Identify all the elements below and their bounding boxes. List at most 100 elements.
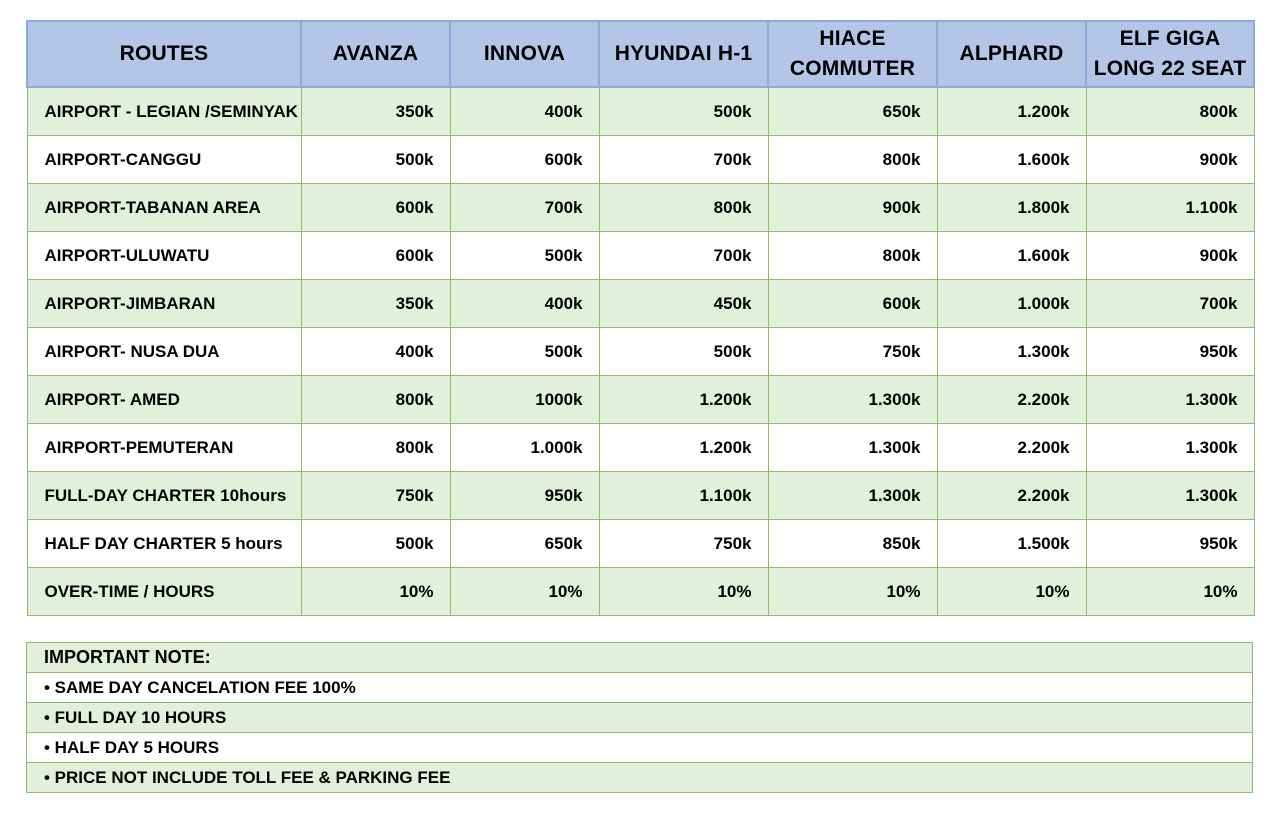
price-cell: 400k (449, 279, 600, 328)
price-cell: 600k (449, 135, 600, 184)
price-cell: 750k (598, 519, 769, 568)
price-cell: 1.000k (936, 279, 1087, 328)
price-cell: 1.600k (936, 135, 1087, 184)
price-cell: 350k (300, 86, 451, 136)
price-cell: 1.800k (936, 183, 1087, 232)
route-cell: AIRPORT- AMED (26, 375, 302, 424)
price-cell: 700k (598, 231, 769, 280)
note-item: • PRICE NOT INCLUDE TOLL FEE & PARKING F… (26, 762, 1253, 793)
price-cell: 2.200k (936, 471, 1087, 520)
note-item-text: • FULL DAY 10 HOURS (26, 702, 1253, 733)
price-cell: 10% (936, 567, 1087, 616)
note-item-text: • HALF DAY 5 HOURS (26, 732, 1253, 763)
price-cell: 1.200k (936, 86, 1087, 136)
price-cell: 750k (300, 471, 451, 520)
price-cell: 500k (300, 135, 451, 184)
price-cell: 1.000k (449, 423, 600, 472)
note-title: IMPORTANT NOTE: (26, 642, 1253, 673)
table-row: AIRPORT-ULUWATU 600k 500k 700k 800k 1.60… (26, 231, 1255, 280)
price-cell: 900k (767, 183, 938, 232)
price-cell: 950k (449, 471, 600, 520)
header-row: ROUTES AVANZA INNOVA HYUNDAI H-1 HIACE C… (26, 20, 1255, 88)
note-item: • HALF DAY 5 HOURS (26, 732, 1253, 763)
table-row: AIRPORT-TABANAN AREA 600k 700k 800k 900k… (26, 183, 1255, 232)
price-cell: 500k (598, 327, 769, 376)
price-cell: 400k (300, 327, 451, 376)
header-hiace-commuter: HIACE COMMUTER (767, 20, 938, 88)
price-cell: 800k (300, 423, 451, 472)
price-cell: 350k (300, 279, 451, 328)
route-cell: OVER-TIME / HOURS (26, 567, 302, 616)
price-table-body: AIRPORT - LEGIAN /SEMINYAK 350k 400k 500… (26, 86, 1255, 616)
price-cell: 500k (449, 327, 600, 376)
route-cell: FULL-DAY CHARTER 10hours (26, 471, 302, 520)
table-row: AIRPORT- AMED 800k 1000k 1.200k 1.300k 2… (26, 375, 1255, 424)
price-cell: 900k (1085, 135, 1255, 184)
header-alphard: ALPHARD (936, 20, 1087, 88)
price-cell: 1.300k (1085, 471, 1255, 520)
route-cell: AIRPORT - LEGIAN /SEMINYAK (26, 86, 302, 136)
price-cell: 1.300k (936, 327, 1087, 376)
route-cell: HALF DAY CHARTER 5 hours (26, 519, 302, 568)
route-cell: AIRPORT-PEMUTERAN (26, 423, 302, 472)
price-cell: 450k (598, 279, 769, 328)
price-cell: 600k (300, 183, 451, 232)
price-cell: 800k (1085, 86, 1255, 136)
table-row: OVER-TIME / HOURS 10% 10% 10% 10% 10% 10… (26, 567, 1255, 616)
table-row: AIRPORT- NUSA DUA 400k 500k 500k 750k 1.… (26, 327, 1255, 376)
route-cell: AIRPORT-TABANAN AREA (26, 183, 302, 232)
table-row: HALF DAY CHARTER 5 hours 500k 650k 750k … (26, 519, 1255, 568)
price-cell: 600k (767, 279, 938, 328)
price-cell: 850k (767, 519, 938, 568)
price-cell: 10% (767, 567, 938, 616)
price-cell: 500k (300, 519, 451, 568)
price-cell: 700k (1085, 279, 1255, 328)
note-item: • SAME DAY CANCELATION FEE 100% (26, 672, 1253, 703)
price-cell: 1.300k (767, 423, 938, 472)
header-innova: INNOVA (449, 20, 600, 88)
header-hyundai-h1: HYUNDAI H-1 (598, 20, 769, 88)
price-cell: 1.300k (767, 375, 938, 424)
route-cell: AIRPORT-CANGGU (26, 135, 302, 184)
price-cell: 650k (767, 86, 938, 136)
price-cell: 10% (449, 567, 600, 616)
price-cell: 750k (767, 327, 938, 376)
price-cell: 1.500k (936, 519, 1087, 568)
table-row: AIRPORT-PEMUTERAN 800k 1.000k 1.200k 1.3… (26, 423, 1255, 472)
price-cell: 500k (598, 86, 769, 136)
price-cell: 900k (1085, 231, 1255, 280)
price-cell: 10% (300, 567, 451, 616)
price-cell: 950k (1085, 519, 1255, 568)
table-row: AIRPORT-CANGGU 500k 600k 700k 800k 1.600… (26, 135, 1255, 184)
price-table: ROUTES AVANZA INNOVA HYUNDAI H-1 HIACE C… (26, 20, 1255, 616)
price-table-header: ROUTES AVANZA INNOVA HYUNDAI H-1 HIACE C… (26, 20, 1255, 88)
table-row: FULL-DAY CHARTER 10hours 750k 950k 1.100… (26, 471, 1255, 520)
price-cell: 1.100k (598, 471, 769, 520)
route-cell: AIRPORT-ULUWATU (26, 231, 302, 280)
price-cell: 1.300k (767, 471, 938, 520)
route-cell: AIRPORT-JIMBARAN (26, 279, 302, 328)
price-cell: 1.200k (598, 423, 769, 472)
header-routes: ROUTES (26, 20, 302, 88)
price-cell: 600k (300, 231, 451, 280)
header-elf-giga: ELF GIGA LONG 22 SEAT (1085, 20, 1255, 88)
price-cell: 10% (1085, 567, 1255, 616)
price-cell: 950k (1085, 327, 1255, 376)
note-title-row: IMPORTANT NOTE: (26, 642, 1253, 673)
price-cell: 400k (449, 86, 600, 136)
price-cell: 700k (598, 135, 769, 184)
important-note-box: IMPORTANT NOTE: • SAME DAY CANCELATION F… (26, 642, 1253, 793)
price-cell: 1.100k (1085, 183, 1255, 232)
price-cell: 10% (598, 567, 769, 616)
table-row: AIRPORT - LEGIAN /SEMINYAK 350k 400k 500… (26, 86, 1255, 136)
price-cell: 500k (449, 231, 600, 280)
price-cell: 800k (300, 375, 451, 424)
price-cell: 650k (449, 519, 600, 568)
table-row: AIRPORT-JIMBARAN 350k 400k 450k 600k 1.0… (26, 279, 1255, 328)
note-item: • FULL DAY 10 HOURS (26, 702, 1253, 733)
route-cell: AIRPORT- NUSA DUA (26, 327, 302, 376)
price-cell: 2.200k (936, 375, 1087, 424)
price-cell: 1000k (449, 375, 600, 424)
header-avanza: AVANZA (300, 20, 451, 88)
price-cell: 800k (598, 183, 769, 232)
